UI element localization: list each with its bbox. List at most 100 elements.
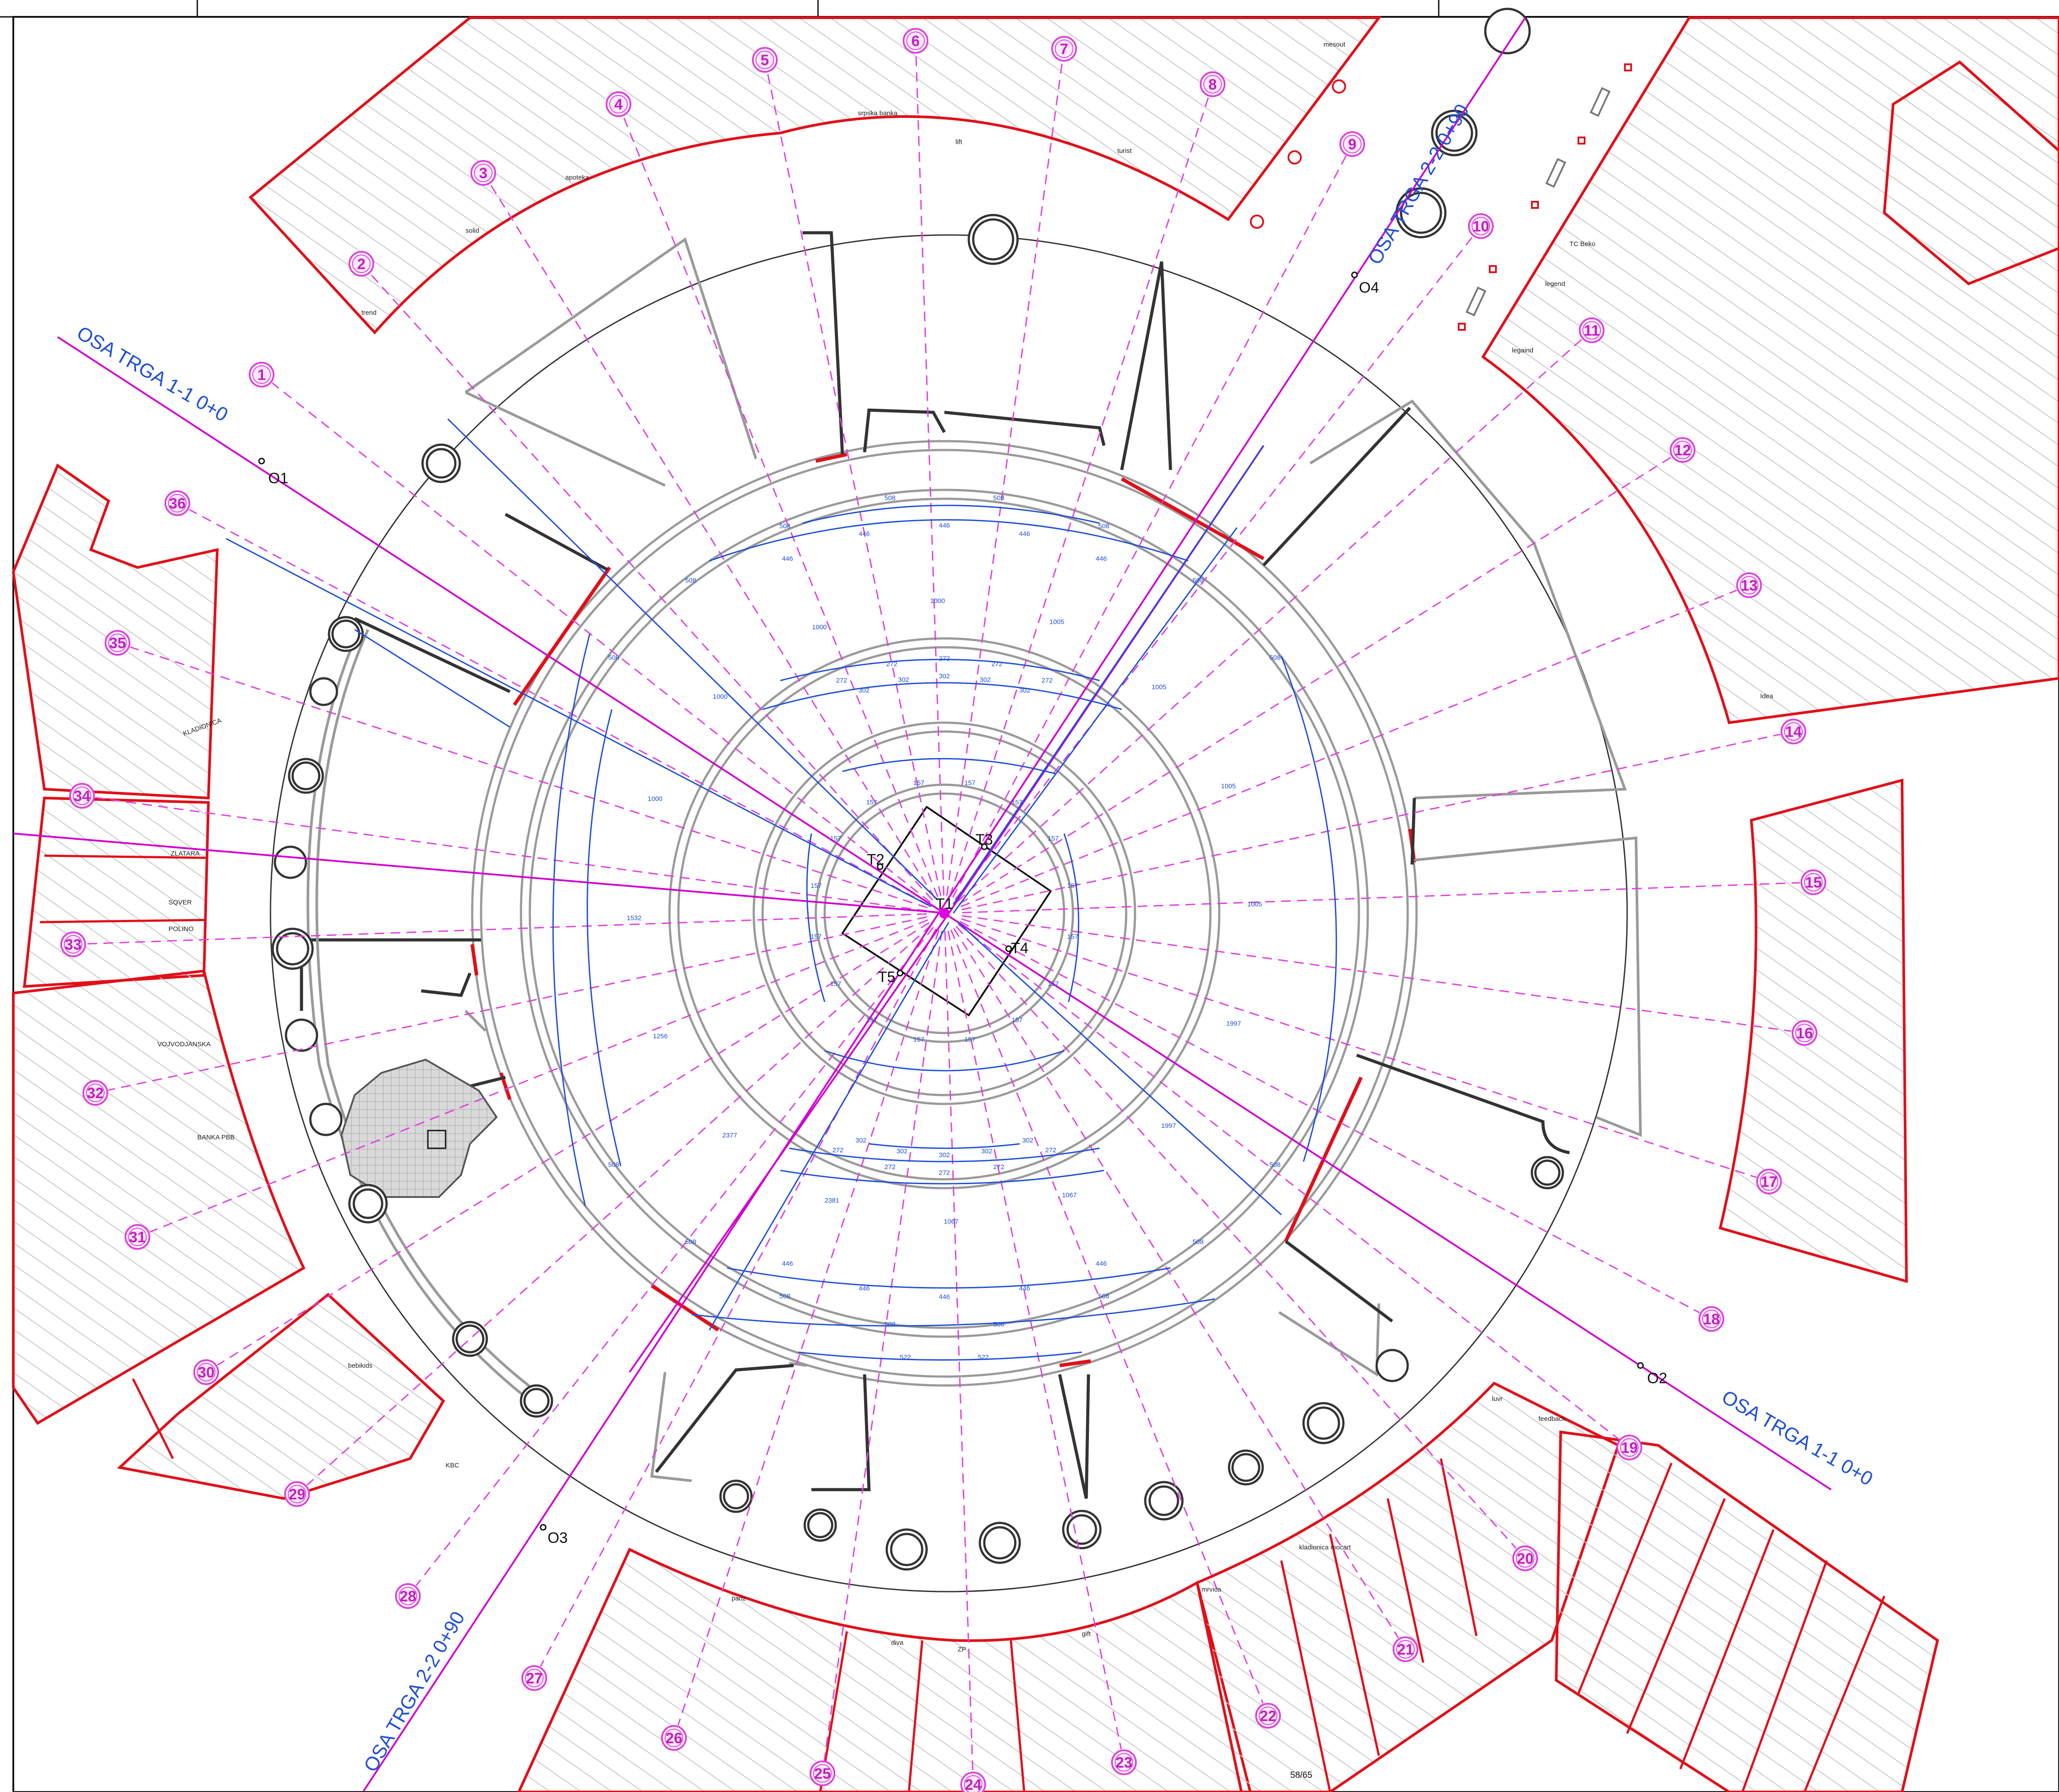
ray-number-inner-circle	[108, 634, 127, 652]
dimension-label: 302	[939, 1151, 950, 1159]
ray-number-label: 25	[814, 1765, 831, 1782]
dimension-label: 1067	[1062, 1192, 1076, 1199]
dimension-label: 1532	[627, 914, 642, 922]
kiosk-ring	[471, 440, 1418, 1387]
dimension-label: 272	[939, 1169, 950, 1177]
dimension-label: 1005	[1049, 618, 1064, 626]
dimension-label: 272	[836, 677, 847, 684]
radial-rays	[86, 54, 1801, 1772]
radial-ray-line	[962, 882, 1801, 914]
ray-number-marker: 34	[69, 783, 95, 809]
radial-ray-line	[823, 931, 943, 1761]
ray-number-marker: 12	[1670, 437, 1695, 463]
ray-number-inner-circle	[813, 1764, 832, 1783]
fountain-core	[427, 1130, 446, 1149]
dimension-label: 1067	[944, 1218, 959, 1225]
square-outer-boundary	[270, 234, 1628, 1592]
ray-number-label: 2	[357, 256, 366, 273]
ray-number-inner-circle	[1396, 1640, 1415, 1659]
ray-number-inner-circle	[1472, 217, 1490, 235]
dimension-labels: 508 508 508 508 508 508 508 508 508 508 508 508 508 5…	[608, 494, 1281, 1361]
ray-number-marker: 2	[348, 251, 374, 277]
ray-number-label: 27	[526, 1670, 543, 1687]
ray-number-marker: 8	[1200, 71, 1225, 97]
dimension-label: 508	[1193, 1238, 1204, 1246]
dimension-label: 446	[939, 1293, 950, 1301]
dimension-label: 1005	[1247, 901, 1262, 908]
dimension-label: 1997	[1226, 1020, 1241, 1028]
shop-label-solid: solid	[466, 227, 479, 235]
radial-ray-line	[946, 62, 1063, 896]
dimension-label: 157	[964, 1036, 975, 1043]
radial-ray-line	[960, 589, 1737, 908]
ray-number-inner-circle	[128, 1228, 147, 1246]
dimension-label: 302	[858, 687, 869, 694]
ray-number-inner-circle	[197, 1363, 215, 1381]
ray-number-marker: 36	[164, 490, 190, 516]
ray-number-marker: 35	[105, 630, 130, 656]
dimension-label: 446	[859, 530, 870, 538]
ray-number-marker: 22	[1255, 1703, 1281, 1729]
ray-number-label: 35	[109, 635, 126, 652]
point-label-t5: T5	[878, 969, 896, 986]
ray-number-label: 26	[665, 1730, 682, 1747]
dimension-label: 446	[939, 522, 950, 529]
dimension-label: 302	[981, 1148, 992, 1155]
radial-ray-line	[130, 646, 928, 908]
radial-ray-line	[415, 927, 934, 1586]
ray-number-inner-circle	[64, 935, 82, 954]
arcade-dark-walls	[300, 231, 1570, 1499]
ray-number-label: 13	[1741, 577, 1758, 594]
ray-number-label: 30	[198, 1364, 215, 1381]
dimension-label: 508	[1098, 523, 1109, 530]
radial-ray-line	[959, 456, 1672, 905]
radial-ray-line	[953, 928, 1399, 1639]
dimension-label: 1000	[648, 795, 662, 802]
ray-number-marker: 15	[1801, 869, 1826, 895]
shop-label-trend: trend	[361, 309, 376, 317]
ray-number-label: 9	[1348, 136, 1357, 153]
dimension-label: 508	[885, 494, 896, 502]
ray-number-inner-circle	[755, 51, 774, 69]
radial-ray-line	[217, 922, 930, 1366]
shop-label-tc-beko: TC Beko	[1570, 240, 1595, 248]
ray-number-inner-circle	[665, 1729, 683, 1747]
shop-label-sqver: SQVER	[168, 899, 192, 906]
shop-block-southeast	[1554, 1430, 1939, 1792]
ray-number-label: 11	[1584, 322, 1600, 339]
ray-number-inner-circle	[964, 1775, 983, 1792]
shop-label-apoteka: apoteka	[565, 174, 589, 181]
ray-number-inner-circle	[86, 1084, 105, 1102]
ray-number-label: 12	[1674, 442, 1691, 459]
shop-label-turist: turist	[1117, 147, 1132, 155]
dimension-label: 157	[830, 980, 841, 988]
ray-number-marker: 19	[1617, 1435, 1642, 1460]
ray-number-inner-circle	[1115, 1753, 1133, 1772]
dimension-label: 508	[779, 523, 791, 530]
ray-number-inner-circle	[168, 494, 187, 513]
radial-ray-line	[86, 913, 927, 945]
point-label-o1: O1	[268, 470, 288, 487]
shop-label-banka-pbb: BANKA PBB	[197, 1134, 235, 1141]
ray-number-label: 36	[169, 495, 186, 512]
dimension-label: 508	[685, 577, 696, 584]
shop-label-zlatara: ZLATARA	[171, 850, 200, 857]
ray-number-marker: 5	[752, 47, 778, 73]
dimension-label: 157	[1067, 882, 1078, 889]
ray-number-inner-circle	[1804, 873, 1823, 892]
ray-number-label: 34	[74, 788, 90, 805]
axis-label-2-2-start: OSA TRGA 2-2 0+90	[1364, 100, 1473, 268]
dimension-label: 302	[855, 1137, 866, 1144]
point-label-o2: O2	[1647, 1370, 1667, 1387]
ray-number-marker: 26	[661, 1725, 687, 1751]
ray-number-marker: 14	[1781, 719, 1806, 744]
ray-number-inner-circle	[906, 31, 925, 50]
dimension-label: 508	[885, 1321, 896, 1328]
sheet-number: 58/65	[1290, 1770, 1312, 1780]
shop-label-gift: gift	[1082, 1630, 1091, 1638]
dimension-label: 508	[685, 1238, 696, 1246]
ray-number-inner-circle	[1620, 1438, 1639, 1457]
ray-number-marker: 1	[249, 362, 274, 387]
shop-blocks	[12, 16, 2059, 1792]
radial-ray-line	[950, 929, 1264, 1704]
